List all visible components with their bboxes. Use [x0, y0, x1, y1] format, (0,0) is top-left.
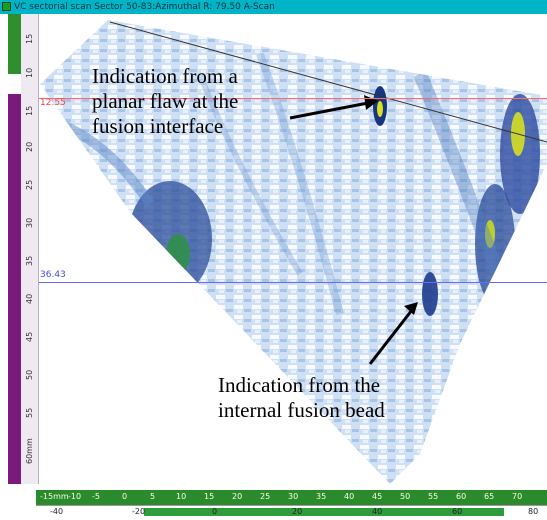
red-cursor-value: 12.55	[40, 98, 66, 108]
app-icon	[2, 2, 11, 11]
ruler-purple-segment	[8, 94, 21, 484]
bottom-ruler-label: 70	[512, 492, 523, 501]
bottom-ruler-label: 0	[122, 492, 128, 501]
bead-annotation-line: internal fusion bead	[218, 398, 385, 422]
scan-view[interactable]	[0, 14, 547, 490]
window-title: VC sectorial scan Sector 50-83:Azimuthal…	[14, 2, 275, 12]
bottom-ruler-label: 65	[484, 492, 495, 501]
flaw-annotation-line: Indication from a	[92, 64, 238, 88]
bottom-ruler-label: 55	[428, 492, 439, 501]
bottom-index-ruler[interactable]: -15mm -10 -5 0 5 10 15 20 25 30 35 40 45…	[36, 490, 547, 520]
bottom-ruler-label: 30	[288, 492, 299, 501]
blue-cursor-value: 36.43	[40, 270, 66, 280]
bottom-ruler-label: -5	[92, 492, 100, 501]
bottom-ruler-label: 60	[456, 492, 467, 501]
bottom-ruler-range-bar[interactable]	[144, 508, 504, 516]
bead-annotation-line: Indication from the	[218, 373, 381, 397]
left-ruler-label: 40	[25, 293, 34, 304]
bead-arrow	[368, 302, 418, 365]
window-titlebar: VC sectorial scan Sector 50-83:Azimuthal…	[0, 0, 547, 14]
bottom-ruler-label-2: -20	[132, 507, 146, 516]
left-ruler-label: 15	[25, 105, 34, 116]
bottom-ruler-label: -10	[68, 492, 82, 501]
left-ruler-label: 30	[25, 217, 34, 228]
flaw-annotation: Indication from a planar flaw at the fus…	[92, 64, 238, 139]
bottom-ruler-label: 40	[344, 492, 355, 501]
left-ruler-label: 20	[25, 141, 34, 152]
bottom-ruler-label: 50	[400, 492, 411, 501]
bottom-ruler-label: 45	[372, 492, 383, 501]
ruler-green-segment	[8, 14, 21, 74]
bottom-ruler-label-2: 80	[528, 507, 539, 516]
left-ruler-label: 55	[25, 407, 34, 418]
left-ruler-label: 45	[25, 331, 34, 342]
left-ruler-label: 60mm	[25, 438, 34, 464]
bottom-ruler-label-2: 0	[212, 507, 218, 516]
bottom-ruler-label: 10	[176, 492, 187, 501]
left-ruler-label: 35	[25, 255, 34, 266]
left-ruler-label: 25	[25, 179, 34, 190]
bottom-ruler-label-2: 20	[292, 507, 303, 516]
flaw-annotation-line: planar flaw at the	[92, 89, 239, 113]
bottom-ruler-label: 5	[150, 492, 156, 501]
bottom-ruler-label: -15mm	[40, 492, 69, 501]
bottom-ruler-label-2: 40	[372, 507, 383, 516]
left-depth-ruler[interactable]	[8, 14, 39, 484]
bottom-ruler-top	[36, 490, 547, 505]
left-ruler-label: 50	[25, 369, 34, 380]
bottom-ruler-label: 35	[316, 492, 327, 501]
red-cursor-line[interactable]	[38, 98, 547, 99]
ruler-scale	[21, 14, 39, 484]
bottom-ruler-label-2: -40	[50, 507, 64, 516]
bottom-ruler-label: 25	[260, 492, 271, 501]
flaw-annotation-line: fusion interface	[92, 114, 224, 138]
blue-cursor-line[interactable]	[38, 282, 547, 283]
bottom-ruler-label-2: 60	[452, 507, 463, 516]
bottom-ruler-label: 20	[232, 492, 243, 501]
left-ruler-label: 10	[25, 67, 34, 78]
left-ruler-label: 15	[25, 33, 34, 44]
sectorial-scan-image	[40, 20, 547, 484]
bead-annotation: Indication from the internal fusion bead	[218, 373, 385, 423]
bottom-ruler-label: 15	[204, 492, 215, 501]
